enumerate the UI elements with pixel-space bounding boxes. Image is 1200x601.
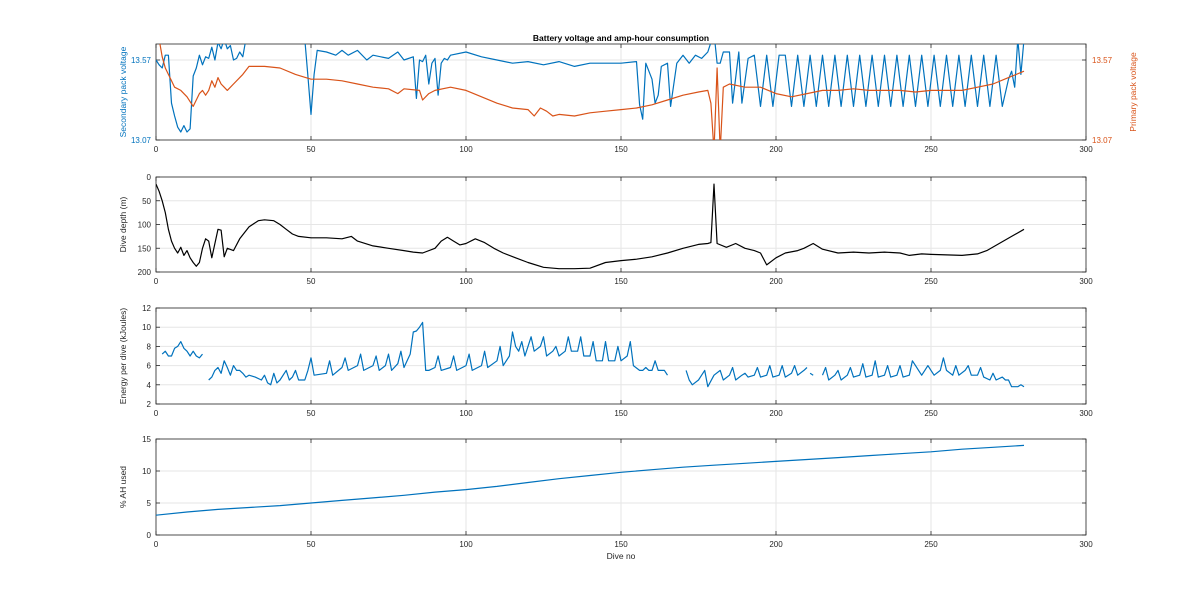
x-tick-label: 100	[459, 540, 473, 549]
x-tick-label: 250	[924, 277, 938, 286]
x-tick-label: 50	[307, 145, 316, 154]
y-tick-label: 8	[147, 342, 152, 351]
x-axis-label: Dive no	[607, 551, 636, 561]
x-tick-label: 250	[924, 409, 938, 418]
y-tick-label: 15	[142, 435, 151, 444]
x-tick-label: 0	[154, 145, 159, 154]
x-tick-label: 150	[614, 145, 628, 154]
x-tick-label: 250	[924, 540, 938, 549]
x-tick-label: 0	[154, 540, 159, 549]
x-tick-label: 100	[459, 277, 473, 286]
y-tick-label: 13.07	[131, 136, 152, 145]
y-tick-label: 10	[142, 467, 151, 476]
x-tick-label: 300	[1079, 277, 1093, 286]
y-tick-label: 100	[138, 221, 152, 230]
x-tick-label: 0	[154, 409, 159, 418]
series-line-1-seg-1	[156, 44, 1025, 133]
x-tick-label: 300	[1079, 409, 1093, 418]
y-tick-label: 4	[147, 381, 152, 390]
series-line-1-seg-4	[809, 372, 814, 376]
chart-panel-4: 0 50 100 150 200 250 300 0 5 10 15 % AH used Dive no	[118, 435, 1093, 561]
chart-panel-1: 0 50 100 150 200 250 30013.0713.5713.0713.57Se…	[118, 43, 1138, 154]
series-line-1-seg-1	[156, 183, 1025, 270]
x-tick-label: 100	[459, 409, 473, 418]
x-tick-label: 200	[769, 540, 783, 549]
x-tick-label: 300	[1079, 540, 1093, 549]
y-tick-label: 0	[147, 173, 152, 182]
x-tick-label: 150	[614, 409, 628, 418]
series-line-1-seg-5	[821, 357, 1025, 388]
x-tick-label: 50	[307, 409, 316, 418]
y-tick-label: 13.57	[131, 56, 152, 65]
x-tick-label: 100	[459, 145, 473, 154]
x-tick-label: 50	[307, 540, 316, 549]
chart-panel-2: 0 50 100 150 200 250 300 0 50 100 150 200 Dive depth…	[118, 173, 1093, 286]
series-line-1-seg-2	[208, 321, 669, 386]
y-tick-label: 5	[147, 499, 152, 508]
y-tick-label: 150	[138, 244, 152, 253]
y-tick-label: 200	[138, 268, 152, 277]
y-tick-label: 0	[147, 531, 152, 540]
chart-panel-3: 0 50 100 150 200 250 300 2 4 6 8 10 12 Energy per div…	[118, 304, 1093, 418]
y-tick-label: 6	[147, 362, 152, 371]
y-tick-label: 2	[147, 400, 152, 409]
series-line-2-seg-1	[159, 44, 1025, 140]
x-tick-label: 300	[1079, 145, 1093, 154]
y-axis-label-right: Primary pack voltage	[1128, 52, 1138, 132]
x-tick-label: 50	[307, 277, 316, 286]
x-tick-label: 200	[769, 409, 783, 418]
y-axis-label: Dive depth (m)	[118, 196, 128, 252]
series-line-1-seg-3	[685, 365, 808, 388]
y-axis-label: Energy per dive (kJoules)	[118, 308, 128, 405]
figure-title: Battery voltage and amp-hour consumption	[533, 33, 709, 43]
x-tick-label: 250	[924, 145, 938, 154]
x-tick-label: 150	[614, 540, 628, 549]
series-line-1-seg-1	[161, 341, 203, 359]
series-line-1-seg-1	[156, 444, 1025, 516]
y-axis-label: % AH used	[118, 466, 128, 508]
x-tick-label: 0	[154, 277, 159, 286]
x-tick-label: 200	[769, 145, 783, 154]
y-tick-label: 10	[142, 323, 151, 332]
y-tick-label: 50	[142, 197, 151, 206]
y-right-tick-label: 13.07	[1092, 136, 1113, 145]
y-axis-label: Secondary pack voltage	[118, 46, 128, 137]
y-right-tick-label: 13.57	[1092, 56, 1113, 65]
x-tick-label: 200	[769, 277, 783, 286]
x-tick-label: 150	[614, 277, 628, 286]
y-tick-label: 12	[142, 304, 151, 313]
